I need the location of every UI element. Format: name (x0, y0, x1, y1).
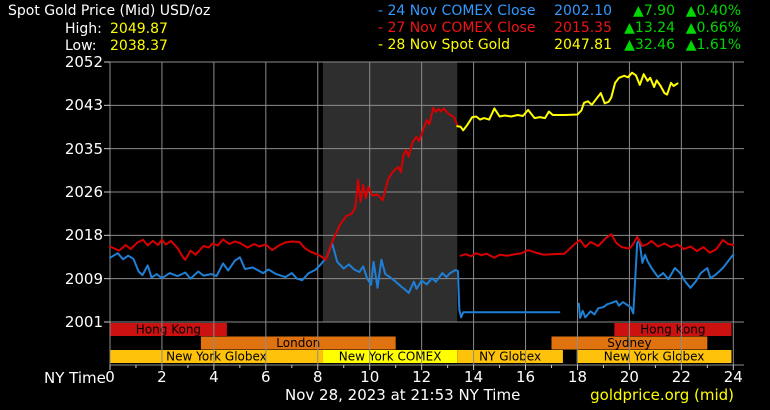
session-bar (110, 323, 227, 336)
high-value: 2049.87 (110, 21, 168, 37)
legend-series-value: 2047.81 (554, 37, 612, 53)
price-line-nov24-comex (109, 242, 561, 319)
x-axis-tick-label: 16 (515, 368, 536, 386)
x-axis-tick-label: 20 (619, 368, 639, 386)
page-title: Spot Gold Price (Mid) USD/oz (8, 3, 211, 19)
session-bar (614, 323, 732, 336)
legend-series-label: - 24 Nov COMEX Close (378, 3, 536, 19)
session-bar-label: New York COMEX (339, 350, 442, 364)
legend-series-change: ▲13.24 (624, 20, 675, 36)
x-axis-tick-label: 12 (412, 368, 432, 386)
legend-row-nov24: - 24 Nov COMEX Close 2002.10 ▲7.90 ▲0.40… (378, 3, 745, 20)
legend-series-change: ▲7.90 (633, 3, 675, 19)
chart-timestamp: Nov 28, 2023 at 21:53 NY Time (285, 386, 521, 404)
legend: - 24 Nov COMEX Close 2002.10 ▲7.90 ▲0.40… (378, 0, 745, 56)
session-bar (322, 350, 458, 363)
legend-series-value: 2002.10 (554, 3, 612, 19)
x-axis-tick-label: 8 (312, 368, 323, 386)
high-label: High: (65, 21, 102, 37)
x-axis-tick-label: 6 (261, 368, 271, 386)
session-bar-label: New York Globex (604, 350, 705, 364)
y-axis-tick-label: 2009 (64, 269, 103, 288)
y-axis-tick-label: 2018 (64, 226, 103, 245)
y-axis-tick-label: 2043 (64, 96, 103, 115)
session-bar (200, 336, 396, 350)
x-axis-tick-label: 0 (105, 368, 115, 386)
legend-row-nov28: - 28 Nov Spot Gold 2047.81 ▲32.46 ▲1.61% (378, 37, 745, 54)
x-axis-tick-label: 10 (360, 368, 380, 386)
x-axis-tick-label: 18 (567, 368, 588, 386)
legend-series-change-pct: ▲1.61% (685, 37, 741, 53)
legend-series-change-pct: ▲0.66% (685, 20, 741, 36)
price-line-nov28-spot (456, 71, 679, 132)
legend-row-nov27: - 27 Nov COMEX Close 2015.35 ▲13.24 ▲0.6… (378, 20, 745, 37)
price-line-nov24-comex (577, 238, 735, 319)
y-axis-tick-label: 2001 (64, 313, 103, 331)
session-bar-label: Hong Kong (136, 323, 201, 337)
session-bar (110, 350, 323, 363)
legend-series-label: - 27 Nov COMEX Close (378, 20, 536, 36)
legend-series-label: - 28 Nov Spot Gold (378, 37, 511, 53)
session-bar-label: New York Globex (166, 350, 267, 364)
low-value: 2038.37 (110, 38, 168, 54)
goldprice-source-link[interactable]: goldprice.org (mid) (590, 386, 734, 404)
x-axis-tick-label: 22 (671, 368, 691, 386)
session-bar-label: NY Globex (479, 350, 541, 364)
session-bar-label: London (276, 336, 320, 350)
y-axis-tick-label: 2026 (64, 183, 103, 201)
price-line-nov27-comex (459, 233, 735, 259)
session-bar-label: Hong Kong (640, 323, 705, 337)
legend-series-value: 2015.35 (554, 20, 612, 36)
low-label: Low: (65, 38, 97, 54)
session-bar (576, 350, 732, 363)
x-axis-tick-label: 4 (209, 368, 219, 386)
x-axis-title: NY Time (44, 369, 106, 387)
x-axis-tick-label: 14 (464, 368, 484, 386)
price-line-nov27-comex (109, 106, 459, 261)
legend-series-change-pct: ▲0.40% (685, 3, 741, 19)
x-axis-tick-label: 24 (723, 368, 743, 386)
y-axis-tick-label: 2052 (64, 53, 103, 71)
x-axis-tick-label: 2 (157, 368, 167, 386)
y-axis-tick-label: 2035 (64, 139, 103, 158)
legend-series-change: ▲32.46 (624, 37, 675, 53)
session-bar (457, 350, 563, 363)
